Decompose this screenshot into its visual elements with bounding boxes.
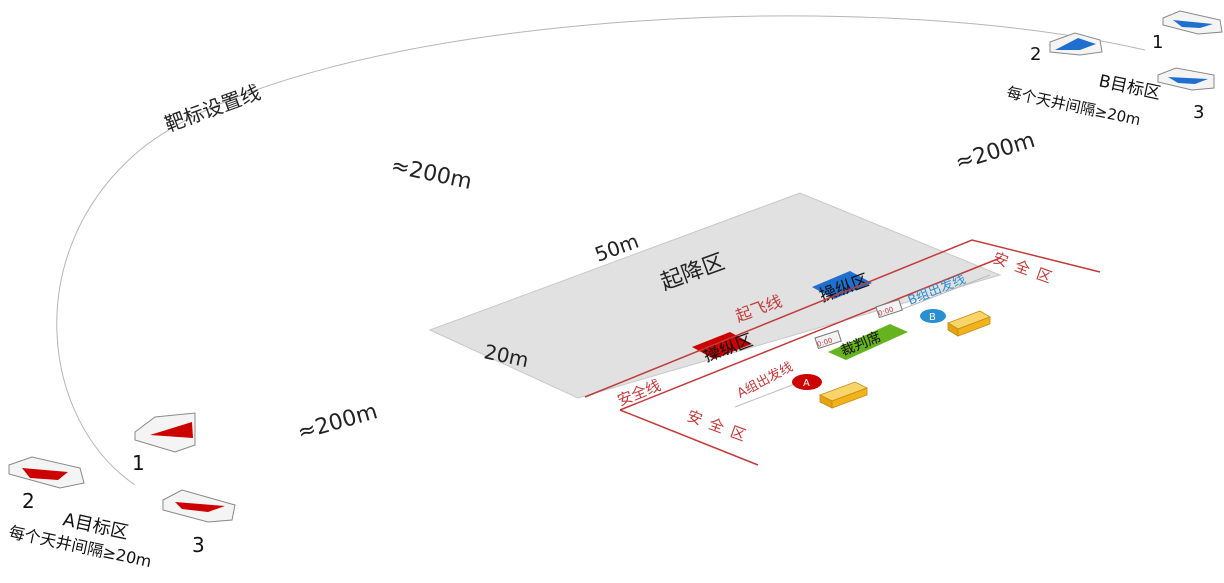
group-b-marker (920, 309, 946, 323)
target-setting-arc (56, 15, 1146, 486)
control-zone-b (812, 271, 872, 299)
target-b1-well (1162, 10, 1223, 35)
judge-seat-label: 裁判席 (839, 329, 884, 360)
target-b3-well (1157, 67, 1215, 91)
group-a-marker-text: A (803, 378, 810, 389)
target-a1-well (134, 412, 196, 453)
distance-label-top: ≈200m (389, 153, 474, 194)
group-b-marker-text: B (929, 312, 936, 323)
distance-label-bottom: ≈200m (295, 399, 381, 446)
target-zone-b-title: B目标区 (1097, 71, 1162, 104)
target-a3-well (162, 489, 236, 523)
judge-seat (828, 324, 908, 360)
group-a-marker (792, 374, 822, 390)
safety-line-bottom (619, 409, 759, 466)
equipment-box-a (818, 381, 869, 409)
target-b3-number: 3 (1193, 102, 1204, 123)
target-b2-number: 2 (1030, 44, 1041, 65)
target-line-label: 靶标设置线 (162, 80, 264, 137)
group-a-start-line (734, 381, 801, 408)
equipment-box-b (947, 310, 991, 337)
distance-label-right: ≈200m (952, 128, 1038, 176)
target-a2-number: 2 (22, 489, 35, 513)
target-b2-well (1049, 32, 1103, 56)
timer-board-a (814, 329, 842, 350)
control-zone-a (692, 332, 752, 359)
target-a3-number: 3 (192, 533, 205, 557)
target-b1-number: 1 (1152, 32, 1163, 53)
safety-line-outer (584, 239, 1101, 398)
timer-board-b (875, 298, 903, 319)
target-a1-number: 1 (132, 451, 145, 475)
safety-zone-label-bottom: 安全区 (685, 407, 756, 448)
group-b-start-line (899, 274, 991, 311)
landing-zone-platform (428, 192, 1002, 399)
target-a2-well (8, 456, 85, 489)
safety-zone-label-top: 安全区 (991, 249, 1062, 290)
safety-line-inner (619, 257, 1001, 411)
